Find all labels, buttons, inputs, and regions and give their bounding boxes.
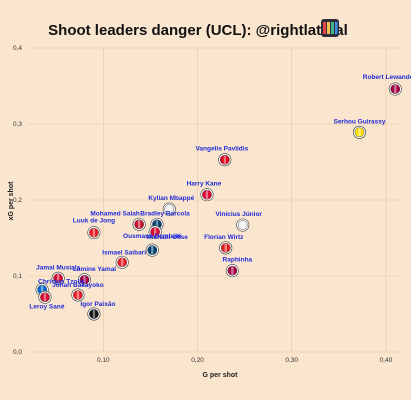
crest-stripe — [358, 128, 361, 137]
point-label: Bradley Barcola — [140, 210, 190, 217]
point-label: Mohamed Salah — [90, 210, 140, 217]
data-point: Harry Kane — [187, 181, 222, 202]
crest-fill — [150, 227, 160, 237]
crest-fill — [227, 265, 238, 276]
data-point: Ismael Saibari — [102, 249, 146, 269]
data-point: Florian Wirtz — [204, 234, 244, 255]
crest-stripe — [137, 220, 141, 229]
point-label: Johan Bakayoko — [52, 282, 104, 289]
crest-stripe — [241, 220, 244, 230]
crest-fill — [79, 274, 90, 285]
data-point: Leroy Sané — [29, 290, 65, 310]
point-label: Vinícius Júnior — [215, 211, 262, 218]
crest-fill — [354, 127, 365, 138]
crest-fill — [134, 219, 144, 230]
point-label: Jamal Musiala — [36, 264, 80, 271]
x-tick-label: 0,40 — [380, 357, 393, 364]
data-point: Vinícius Júnior — [215, 211, 262, 232]
x-tick-label: 0,30 — [285, 357, 298, 364]
crest-fill — [220, 243, 231, 253]
crest-stripe — [40, 285, 44, 294]
crest-fill — [390, 84, 401, 94]
data-points: Robert Lewandowski Serhou Guirassy Vangeli… — [29, 74, 411, 321]
y-axis-title: xG per shot — [8, 181, 15, 221]
crest-stripe — [223, 155, 227, 164]
crest-stripe — [92, 309, 96, 319]
crest-fill — [89, 227, 99, 238]
point-label: Leroy Sané — [29, 303, 64, 310]
crest-stripe — [205, 190, 209, 199]
point-label: Luuk de Jong — [73, 218, 115, 225]
data-point: Bradley Barcola — [140, 210, 190, 231]
crest-stripe — [43, 293, 47, 302]
crest-stripe — [56, 274, 60, 283]
point-label: Kylian Mbappé — [148, 195, 194, 202]
data-point: Kylian Mbappé — [148, 195, 195, 216]
point-label: Michael Olise — [146, 234, 188, 241]
crest-fill — [220, 154, 230, 165]
y-tick-label: 0,0 — [13, 349, 22, 356]
crest-stripe — [76, 290, 80, 300]
crest-stripe — [120, 258, 124, 267]
data-point: Igor Paixão — [80, 301, 115, 321]
crest-stripe — [151, 245, 154, 255]
data-point: Serhou Guirassy — [333, 118, 386, 139]
crest-fill — [147, 245, 158, 255]
data-point: Michael Olise — [146, 225, 188, 241]
crest-fill — [164, 204, 175, 214]
data-point: Raphinha — [223, 257, 253, 278]
data-point: Ousmane Dembélé — [123, 233, 182, 257]
point-label: Robert Lewandowski — [363, 74, 411, 81]
crest-stripe — [224, 243, 227, 253]
x-axis-title: G per shot — [202, 372, 238, 379]
data-point: Lamine Yamal — [73, 266, 116, 287]
data-point: Robert Lewandowski — [363, 74, 411, 96]
crest-stripe — [168, 204, 171, 214]
crest-fill — [40, 292, 50, 303]
point-label: Raphinha — [223, 257, 253, 264]
point-label: Ismael Saibari — [102, 249, 146, 256]
axis-ticks: 0,10 0,20 0,30 0,40 0,0 0,1 0,2 0,3 0,4 — [13, 45, 393, 364]
point-label: Ousmane Dembélé — [123, 233, 182, 240]
grid — [28, 47, 400, 353]
y-tick-label: 0,2 — [13, 197, 22, 204]
data-point: Mohamed Salah — [90, 210, 146, 231]
crest-fill — [202, 189, 212, 200]
x-tick-label: 0,20 — [191, 357, 204, 364]
crest-stripe — [83, 275, 86, 284]
point-label: Igor Paixão — [80, 301, 115, 308]
crest-stripe — [394, 84, 397, 94]
data-point: Vangelis Pavlidis — [195, 146, 249, 167]
crest-fill — [237, 220, 248, 230]
y-tick-label: 0,4 — [13, 45, 22, 52]
chart-title: Shoot leaders danger (UCL): @rightlatera… — [48, 22, 348, 39]
point-label: Vangelis Pavlidis — [195, 146, 248, 153]
point-label: Harry Kane — [187, 181, 222, 188]
crest-fill — [73, 290, 83, 300]
point-label: Florian Wirtz — [204, 234, 244, 241]
y-tick-label: 0,1 — [13, 273, 22, 280]
crest-stripe — [153, 227, 157, 237]
point-label: Lamine Yamal — [73, 266, 116, 273]
crest-fill — [53, 273, 63, 284]
x-tick-label: 0,10 — [97, 357, 110, 364]
crest-stripe — [231, 266, 234, 275]
crest-stripe — [155, 220, 159, 229]
y-tick-label: 0,3 — [13, 121, 22, 128]
crest-stripe — [92, 228, 96, 237]
crest-fill — [117, 257, 127, 268]
crest-fill — [89, 309, 99, 319]
title-logo-icon — [321, 19, 339, 37]
point-label: Christos Tzolis — [38, 279, 85, 286]
point-label: Serhou Guirassy — [333, 118, 385, 125]
data-point: Johan Bakayoko — [52, 282, 104, 302]
data-point: Jamal Musiala — [36, 264, 81, 285]
data-point: Luuk de Jong — [73, 218, 115, 240]
